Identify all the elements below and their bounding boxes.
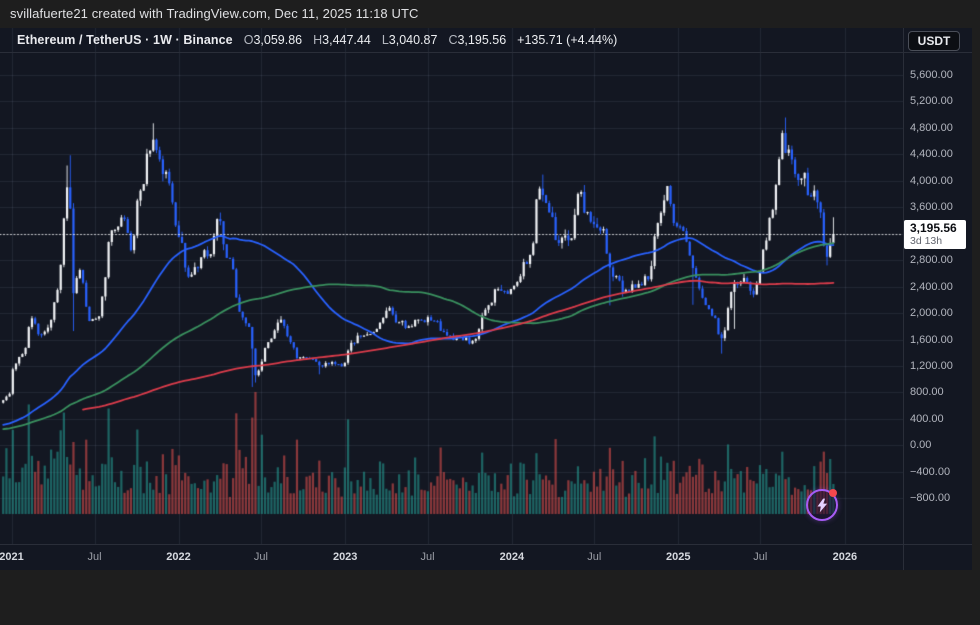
price-tick-label: 4,000.00 — [910, 174, 953, 187]
time-tick-label: Jul — [420, 551, 435, 563]
lightning-button[interactable] — [806, 489, 838, 521]
ohlc-legend: Ethereum / TetherUS · 1W · Binance O3,05… — [17, 28, 617, 52]
time-axis-divider — [0, 544, 972, 545]
time-tick-label: Jul — [753, 551, 768, 563]
last-price-label: 3,195.56 3d 13h — [904, 219, 966, 249]
price-tick-label: 2,400.00 — [910, 280, 953, 293]
footer-bar: TradingView — [0, 570, 980, 625]
time-tick-label: Jul — [87, 551, 102, 563]
attribution-text: svillafuerte21 created with TradingView.… — [10, 6, 419, 21]
price-chart-canvas[interactable] — [0, 28, 903, 544]
ohlc-low: L3,040.87 — [381, 33, 438, 47]
ohlc-open: O3,059.86 — [243, 33, 303, 47]
notification-dot — [829, 489, 837, 497]
price-tick-label: 4,800.00 — [910, 121, 953, 134]
last-price-value: 3,195.56 — [910, 220, 957, 235]
price-tick-label: 400.00 — [910, 412, 944, 425]
ohlc-close: C3,195.56 — [448, 33, 507, 47]
price-tick-label: 800.00 — [910, 386, 944, 399]
time-tick-label: 2024 — [499, 551, 525, 563]
price-tick-label: −400.00 — [910, 465, 951, 478]
price-tick-label: 2,800.00 — [910, 254, 953, 267]
ohlc-high: H3,447.44 — [313, 33, 371, 47]
time-tick-label: 2023 — [332, 551, 358, 563]
price-tick-label: 5,600.00 — [910, 68, 953, 81]
time-tick-label: 2021 — [0, 551, 24, 563]
time-tick-label: 2025 — [665, 551, 691, 563]
chart-widget: Ethereum / TetherUS · 1W · Binance O3,05… — [0, 28, 972, 570]
price-tick-label: 1,600.00 — [910, 333, 953, 346]
time-tick-label: Jul — [587, 551, 602, 563]
price-tick-label: 3,600.00 — [910, 201, 953, 214]
price-tick-label: 0.00 — [910, 439, 932, 452]
price-tick-label: −800.00 — [910, 492, 951, 505]
time-tick-label: Jul — [253, 551, 268, 563]
symbol-title[interactable]: Ethereum / TetherUS · 1W · Binance — [17, 33, 233, 47]
currency-toggle-button[interactable]: USDT — [908, 31, 960, 51]
price-tick-label: 4,400.00 — [910, 148, 953, 161]
price-axis-divider — [903, 28, 904, 570]
price-tick-label: 5,200.00 — [910, 95, 953, 108]
price-tick-label: 2,000.00 — [910, 307, 953, 320]
lightning-bolt-icon — [817, 498, 827, 512]
price-axis[interactable]: 3,195.56 3d 13h 5,600.00 5,200.00 4,800.00… — [904, 28, 972, 544]
price-change: +135.71 (+4.44%) — [517, 33, 618, 47]
time-tick-label: 2026 — [832, 551, 858, 563]
legend-divider — [0, 52, 972, 53]
bar-countdown: 3d 13h — [910, 234, 943, 247]
time-tick-label: 2022 — [166, 551, 191, 563]
price-tick-label: 1,200.00 — [910, 359, 953, 372]
time-axis[interactable]: 2021 Jul 2022 Jul 2023 Jul 2024 Jul 2025 Jul 2026 — [0, 545, 972, 570]
attribution-bar: svillafuerte21 created with TradingView.… — [0, 0, 980, 28]
